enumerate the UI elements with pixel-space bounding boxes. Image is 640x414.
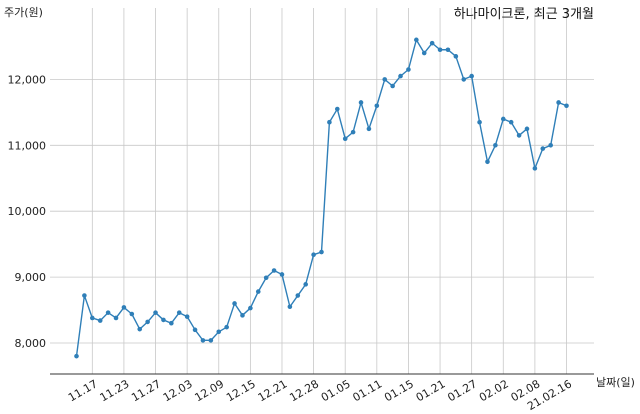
price-line <box>75 39 567 357</box>
x-tick-label: 01.21 <box>414 377 448 404</box>
data-point <box>121 305 127 310</box>
data-point <box>216 329 222 335</box>
data-point <box>240 313 245 318</box>
data-point <box>350 129 356 135</box>
data-point <box>540 146 546 151</box>
x-tick-label: 12.15 <box>224 377 258 404</box>
data-point <box>74 353 79 359</box>
data-point <box>105 310 111 315</box>
data-point <box>437 47 443 53</box>
data-point <box>500 116 506 122</box>
data-point <box>508 119 514 125</box>
data-point <box>335 106 340 112</box>
data-point <box>97 318 103 323</box>
data-point <box>366 126 372 132</box>
data-point <box>295 293 301 298</box>
x-tick-label: 12.03 <box>161 377 195 404</box>
data-point <box>248 305 253 311</box>
data-point <box>137 326 143 332</box>
data-point <box>200 338 206 343</box>
x-tick-label: 12.09 <box>192 377 226 404</box>
x-tick-label: 12.21 <box>256 377 290 404</box>
data-point <box>184 314 190 319</box>
data-point <box>548 143 553 148</box>
data-point <box>406 67 411 72</box>
data-point <box>390 83 395 89</box>
x-tick-label: 01.27 <box>445 377 479 404</box>
data-point <box>469 73 474 79</box>
data-point <box>263 275 269 281</box>
x-tick-label: 01.11 <box>351 377 385 404</box>
y-axis-title: 주가(원) <box>4 6 43 19</box>
data-point <box>145 319 150 325</box>
y-tick-label: 9,000 <box>15 271 47 284</box>
data-point <box>176 310 182 315</box>
x-axis-title: 날짜(일) <box>596 375 635 389</box>
data-point <box>327 119 332 125</box>
data-point <box>311 252 316 257</box>
data-point <box>169 320 174 326</box>
data-point <box>271 268 277 273</box>
data-point <box>445 47 451 53</box>
data-point <box>342 136 348 142</box>
data-point <box>516 133 522 138</box>
data-point <box>374 103 380 109</box>
data-point <box>208 338 214 343</box>
y-tick-labels: 8,000 9,000 10,000 11,000 12,000 <box>8 73 47 350</box>
data-point <box>358 100 364 105</box>
y-tick-label: 8,000 <box>15 337 47 350</box>
x-tick-label: 02.02 <box>477 377 511 404</box>
data-point <box>382 77 388 82</box>
data-point <box>556 100 561 105</box>
y-tick-label: 10,000 <box>8 205 47 218</box>
data-point <box>232 301 237 306</box>
data-point <box>129 311 135 317</box>
data-point <box>414 37 419 43</box>
data-point <box>477 119 482 125</box>
chart-title: 하나마이크론, 최근 3개월 <box>454 7 594 22</box>
data-point <box>453 54 459 59</box>
data-point <box>113 315 119 321</box>
data-point <box>564 103 569 109</box>
data-point <box>303 282 308 287</box>
price-series <box>74 37 569 359</box>
data-point <box>532 166 538 171</box>
data-point <box>161 317 166 323</box>
x-tick-label: 01.05 <box>319 377 353 404</box>
data-point <box>421 50 427 56</box>
data-point <box>82 293 87 298</box>
data-point <box>493 143 498 148</box>
x-tick-label: 11.17 <box>66 377 100 404</box>
y-tick-label: 12,000 <box>8 73 47 86</box>
data-point <box>429 40 435 46</box>
data-point <box>398 73 403 79</box>
data-point <box>319 249 324 255</box>
data-point <box>461 77 467 82</box>
data-point <box>90 315 95 321</box>
y-tick-label: 11,000 <box>8 139 47 152</box>
data-point <box>287 304 293 310</box>
x-tick-label: 12.28 <box>287 377 321 404</box>
x-tick-label: 11.27 <box>129 377 163 404</box>
x-tick-labels: 11.1711.2311.2712.0312.0912.1512.2112.28… <box>66 377 574 413</box>
data-point <box>279 272 285 277</box>
data-point <box>485 159 490 165</box>
data-point <box>255 289 261 294</box>
x-tick-label: 01.15 <box>382 377 416 404</box>
data-point <box>524 126 530 132</box>
gridlines <box>50 8 594 374</box>
data-point <box>224 324 229 330</box>
data-point <box>192 327 198 333</box>
data-point <box>153 310 158 315</box>
x-tick-label: 11.23 <box>98 377 132 404</box>
